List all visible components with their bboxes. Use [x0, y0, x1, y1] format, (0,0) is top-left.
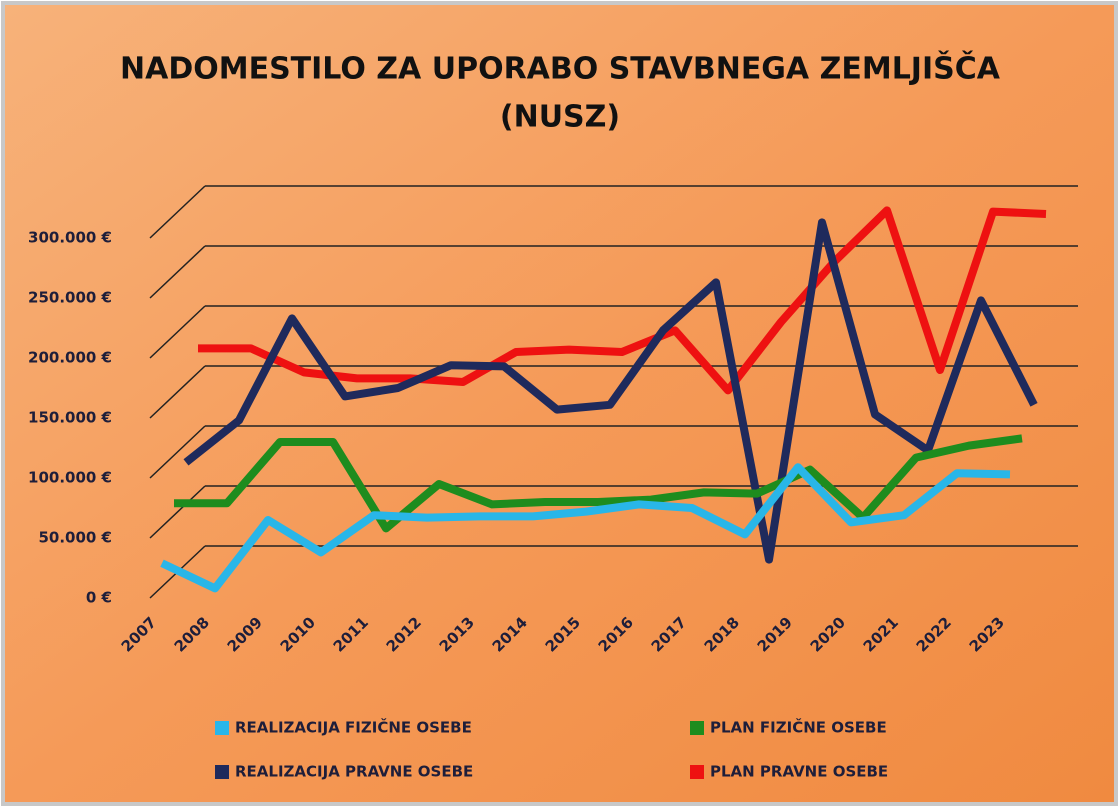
- chart-subtitle: (NUSZ): [500, 100, 620, 135]
- legend-label: PLAN FIZIČNE OSEBE: [710, 718, 887, 737]
- y-tick-label: 100.000 €: [28, 469, 112, 487]
- y-tick-label: 50.000 €: [38, 529, 112, 547]
- grid-line-side: [149, 485, 206, 539]
- legend-label: REALIZACIJA FIZIČNE OSEBE: [235, 718, 472, 737]
- y-tick-label: 200.000 €: [28, 349, 112, 367]
- y-tick-label: 250.000 €: [28, 289, 112, 307]
- y-tick-label: 300.000 €: [28, 229, 112, 247]
- legend-label: PLAN PRAVNE OSEBE: [710, 763, 888, 781]
- grid-line-side: [149, 425, 206, 479]
- grid-line-side: [149, 365, 206, 419]
- series-line: [160, 463, 1011, 593]
- legend-label: REALIZACIJA PRAVNE OSEBE: [235, 763, 473, 781]
- legend-swatch: [690, 765, 704, 779]
- y-tick-label: 0 €: [86, 589, 112, 607]
- chart-title: NADOMESTILO ZA UPORABO STAVBNEGA ZEMLJIŠ…: [120, 50, 1001, 87]
- series-line: [183, 218, 1038, 564]
- grid-line-side: [149, 245, 206, 299]
- series-line: [174, 434, 1023, 533]
- grid-line-side: [149, 305, 206, 359]
- legend-swatch: [215, 765, 229, 779]
- legend-swatch: [215, 721, 229, 735]
- series-line: [198, 206, 1047, 395]
- grid-line-side: [149, 185, 206, 239]
- y-tick-label: 150.000 €: [28, 409, 112, 427]
- legend-swatch: [690, 721, 704, 735]
